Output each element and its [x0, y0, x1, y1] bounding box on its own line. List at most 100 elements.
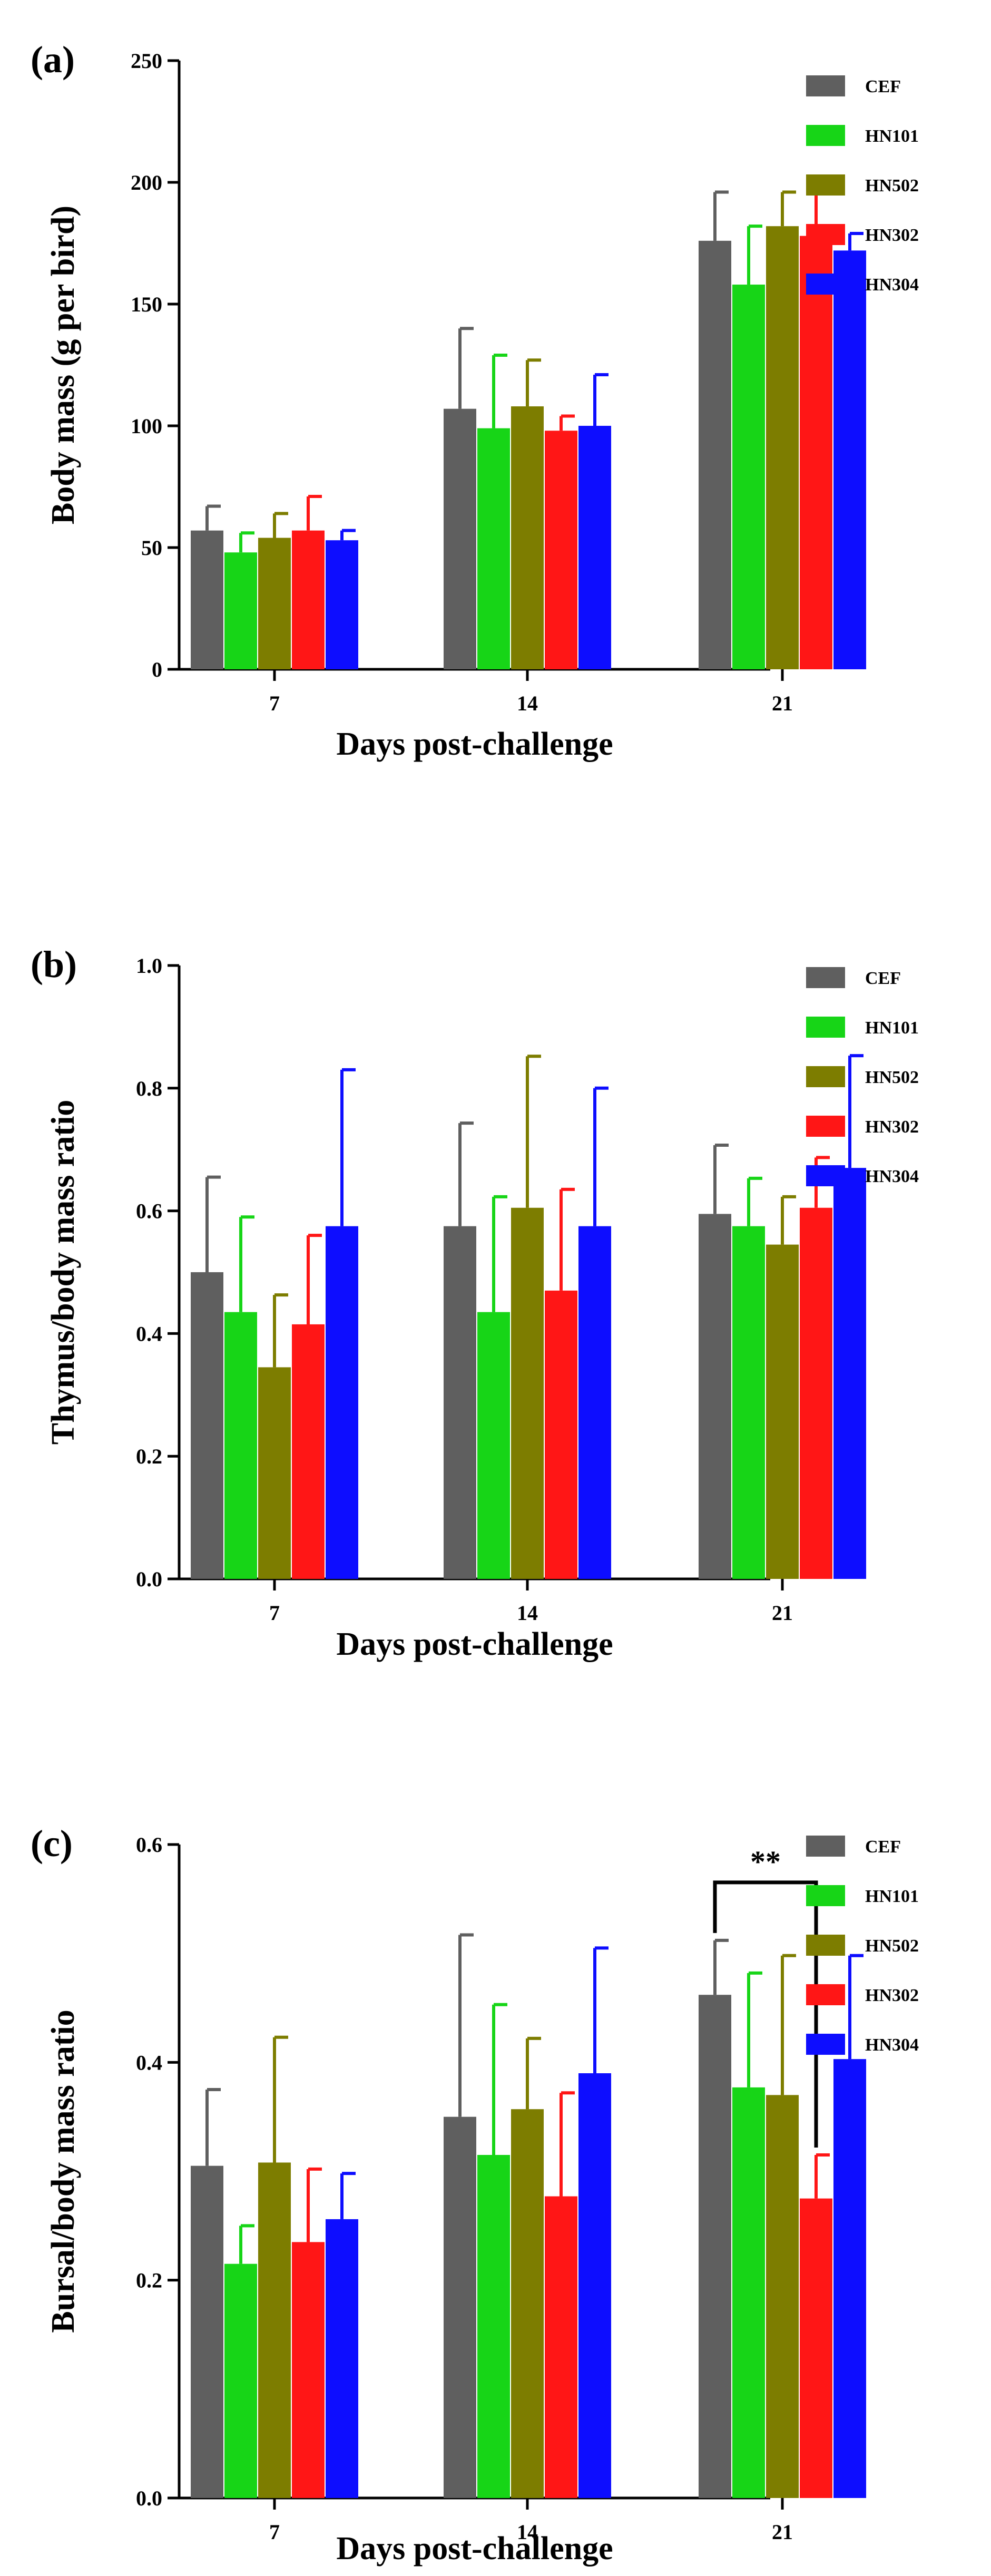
y-tick-label: 250: [131, 49, 162, 73]
y-tick-label: 0.6: [136, 1833, 162, 1857]
bar: [800, 236, 832, 669]
y-axis-title: Body mass (g per bird): [45, 206, 81, 524]
legend-swatch: [806, 274, 845, 295]
legend-label: HN302: [865, 1986, 919, 2005]
x-tick-label: 21: [772, 1601, 793, 1625]
bar: [511, 406, 544, 669]
y-tick-label: 150: [131, 292, 162, 316]
legend-swatch: [806, 75, 845, 96]
legend-label: HN101: [865, 1887, 919, 1906]
bar: [191, 1272, 223, 1579]
bar: [444, 408, 476, 669]
legend-label: HN101: [865, 1018, 919, 1038]
x-tick-label: 21: [772, 691, 793, 715]
bar: [191, 530, 223, 669]
bar: [545, 431, 577, 669]
y-tick-label: 0.6: [136, 1199, 162, 1223]
panel-label: (b): [31, 943, 77, 985]
bar: [732, 1226, 765, 1579]
bar: [224, 1312, 257, 1579]
bar: [258, 1367, 291, 1579]
y-tick-label: 1.0: [136, 954, 162, 978]
bar: [833, 1168, 866, 1579]
legend-swatch: [806, 1836, 845, 1857]
y-tick-label: 50: [141, 536, 162, 560]
bar: [258, 2162, 291, 2498]
legend-swatch: [806, 1984, 845, 2005]
legend-swatch: [806, 174, 845, 196]
bar: [326, 1226, 358, 1579]
x-tick-label: 7: [269, 691, 280, 715]
bar: [477, 1312, 510, 1579]
legend-label: HN302: [865, 1117, 919, 1137]
bar: [292, 530, 325, 669]
panel-c: (c) 0.0 0.2 0.4 0.6 7 14 21 Days post-challenge B…: [31, 1822, 919, 2567]
panel-label: (c): [31, 1822, 73, 1865]
panel-a: (a) 0 50 100 150 200 250 7 14 21 Days post-challen…: [31, 38, 919, 762]
bar: [326, 540, 358, 669]
y-tick-label: 100: [131, 414, 162, 438]
bar: [766, 226, 799, 669]
y-tick-label: 0.4: [136, 2051, 162, 2074]
bar: [444, 2116, 476, 2498]
bar: [833, 2059, 866, 2498]
bar: [191, 2165, 223, 2498]
bar: [766, 1244, 799, 1579]
legend-swatch: [806, 1935, 845, 1956]
y-axis-title: Bursal/body mass ratio: [45, 2009, 81, 2333]
legend-label: HN304: [865, 275, 919, 295]
bar: [511, 2109, 544, 2498]
bar: [511, 1207, 544, 1579]
bar: [578, 426, 611, 669]
bar: [292, 1324, 325, 1579]
bar: [578, 2073, 611, 2498]
bar: [732, 2087, 765, 2498]
y-tick-label: 0.0: [136, 2486, 162, 2510]
x-tick-label: 21: [772, 2520, 793, 2544]
bar: [477, 2155, 510, 2498]
y-tick-label: 0.0: [136, 1567, 162, 1591]
bar: [833, 250, 866, 669]
bar: [800, 1207, 832, 1579]
bar: [444, 1226, 476, 1579]
x-tick-label: 7: [269, 1601, 280, 1625]
legend-label: HN304: [865, 1167, 919, 1186]
bar: [766, 2095, 799, 2498]
x-tick-label: 14: [517, 691, 538, 715]
legend-label: HN302: [865, 226, 919, 245]
legend-swatch: [806, 125, 845, 146]
bar: [732, 285, 765, 669]
legend-label: HN101: [865, 126, 919, 146]
bar: [326, 2219, 358, 2498]
y-tick-label: 0.4: [136, 1322, 162, 1345]
legend-swatch: [806, 224, 845, 245]
x-tick-label: 14: [517, 1601, 538, 1625]
bar: [477, 428, 510, 669]
x-axis-title: Days post-challenge: [336, 726, 613, 762]
y-tick-label: 0.2: [136, 2269, 162, 2292]
bar: [292, 2242, 325, 2498]
legend-label: HN502: [865, 176, 919, 196]
bar: [545, 1290, 577, 1579]
legend-swatch: [806, 2034, 845, 2055]
legend-label: CEF: [865, 1837, 901, 1857]
bar: [699, 240, 731, 669]
x-axis-title: Days post-challenge: [336, 2531, 613, 2567]
bar: [545, 2196, 577, 2498]
bar: [578, 1226, 611, 1579]
x-axis-title: Days post-challenge: [336, 1626, 613, 1662]
y-tick-label: 0.8: [136, 1077, 162, 1100]
legend-swatch: [806, 967, 845, 988]
legend-swatch: [806, 1017, 845, 1038]
x-tick-label: 7: [269, 2520, 280, 2544]
bar: [800, 2198, 832, 2498]
bar: [258, 538, 291, 669]
legend-swatch: [806, 1885, 845, 1906]
bar: [699, 1995, 731, 2498]
legend-label: HN502: [865, 1936, 919, 1956]
panel-b: (b) 0.0 0.2 0.4 0.6 0.8 1.0 7 14 21 Days post-chal…: [31, 943, 919, 1662]
legend-swatch: [806, 1066, 845, 1087]
legend-swatch: [806, 1165, 845, 1186]
y-tick-label: 0: [152, 658, 162, 681]
